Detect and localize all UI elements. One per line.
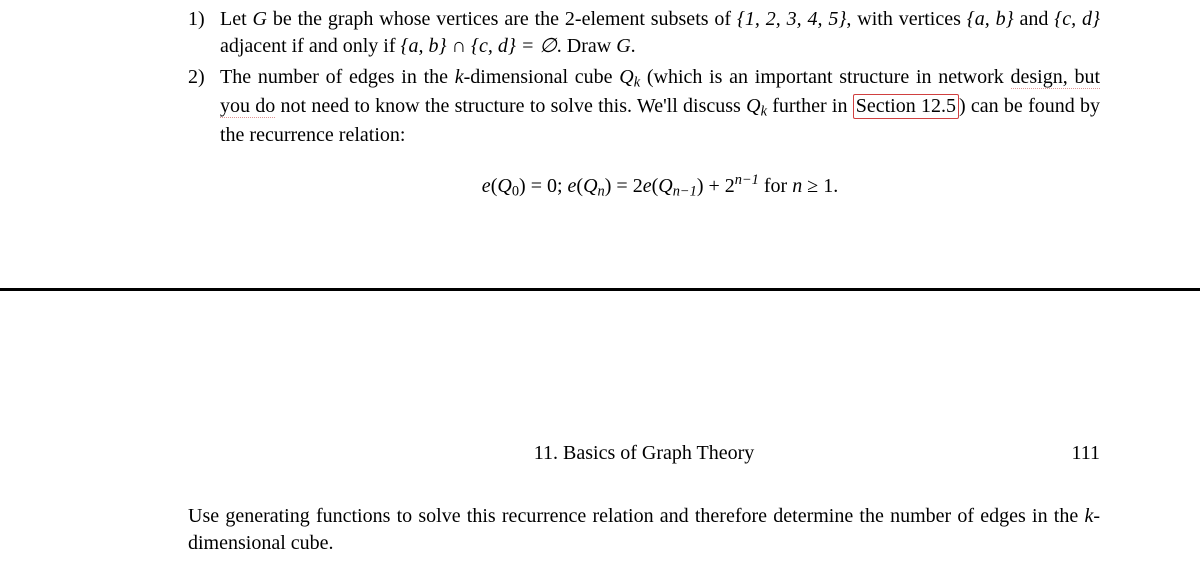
sub-n-1: n−1: [673, 184, 697, 200]
problem-2-continuation: Use generating functions to solve this r…: [188, 503, 1100, 557]
rp: ): [697, 175, 704, 197]
chapter-title: 11. Basics of Graph Theory: [534, 440, 755, 467]
cond: ≥ 1.: [802, 175, 838, 197]
Q: Q: [619, 66, 633, 88]
lower-text-block: 11. Basics of Graph Theory 111 Use gener…: [188, 440, 1100, 557]
problem-2-body: The number of edges in the k-dimensional…: [220, 64, 1100, 212]
var-Qk: Qk: [746, 95, 767, 117]
section-ref-link[interactable]: Section 12.5: [853, 94, 959, 119]
cond: n: [792, 175, 802, 197]
text: (which is an important structure in netw…: [640, 66, 1010, 88]
page-divider: [0, 288, 1200, 291]
problem-2: 2) The number of edges in the k-dimensio…: [188, 64, 1100, 212]
Q: Q: [497, 175, 511, 197]
text: not need to know the structure to solve …: [275, 95, 746, 117]
text: Use generating functions to solve this r…: [188, 505, 1084, 527]
set-cd: {c, d}: [1054, 8, 1100, 30]
problem-1-number: 1): [188, 6, 220, 60]
Q: Q: [583, 175, 597, 197]
text: , with vertices: [846, 8, 966, 30]
sub-n: n: [598, 184, 605, 200]
var-k: k: [455, 66, 464, 88]
problem-1: 1) Let G be the graph whose vertices are…: [188, 6, 1100, 60]
for-word: for: [759, 175, 792, 197]
problem-2-number: 2): [188, 64, 220, 212]
intersection-expr: {a, b} ∩ {c, d} = ∅: [401, 35, 557, 57]
page-number: 111: [1071, 440, 1100, 467]
Q: Q: [746, 95, 760, 117]
problem-1-body: Let G be the graph whose vertices are th…: [220, 6, 1100, 60]
var-G: G: [253, 8, 267, 30]
text: adjacent if and only if: [220, 35, 401, 57]
sup-n-1: n−1: [735, 172, 759, 188]
text: = 0;: [526, 175, 568, 197]
e: e: [482, 175, 491, 197]
var-G: G: [616, 35, 630, 57]
text: Let: [220, 8, 253, 30]
text: . Draw: [557, 35, 616, 57]
var-Qk: Qk: [619, 66, 640, 88]
running-header: 11. Basics of Graph Theory 111: [188, 440, 1100, 467]
sub-0: 0: [512, 184, 519, 200]
text: .: [631, 35, 636, 57]
text: = 2: [611, 175, 642, 197]
text: and: [1014, 8, 1055, 30]
upper-text-block: 1) Let G be the graph whose vertices are…: [188, 6, 1100, 216]
set-12345: {1, 2, 3, 4, 5}: [737, 8, 846, 30]
recurrence-equation: e(Q0) = 0; e(Qn) = 2e(Qn−1) + 2n−1 for n…: [220, 171, 1100, 202]
page-canvas: 1) Let G be the graph whose vertices are…: [0, 0, 1200, 578]
text: further in: [767, 95, 853, 117]
text: + 2: [704, 175, 735, 197]
set-ab: {a, b}: [967, 8, 1014, 30]
text: The number of edges in the: [220, 66, 455, 88]
Q: Q: [658, 175, 672, 197]
e: e: [643, 175, 652, 197]
text: be the graph whose vertices are the 2-el…: [267, 8, 737, 30]
var-k: k: [1084, 505, 1093, 527]
text: -dimensional cube: [464, 66, 620, 88]
rp: ): [519, 175, 526, 197]
